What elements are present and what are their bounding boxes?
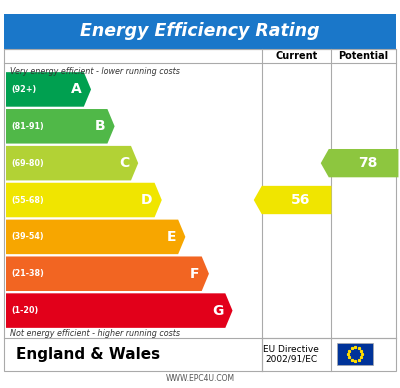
Text: G: G xyxy=(212,303,223,318)
Text: (55-68): (55-68) xyxy=(11,196,44,204)
Text: EU Directive: EU Directive xyxy=(263,345,319,354)
Polygon shape xyxy=(6,256,209,291)
Text: 78: 78 xyxy=(358,156,377,170)
Polygon shape xyxy=(6,220,185,254)
Text: A: A xyxy=(71,82,82,97)
Text: B: B xyxy=(95,119,106,133)
Text: 56: 56 xyxy=(291,193,310,207)
Text: Very energy efficient - lower running costs: Very energy efficient - lower running co… xyxy=(10,67,180,76)
Text: Potential: Potential xyxy=(338,51,389,61)
Polygon shape xyxy=(254,186,332,214)
Polygon shape xyxy=(6,109,115,144)
Bar xyxy=(337,343,373,365)
Text: Current: Current xyxy=(276,51,318,61)
Text: (81-91): (81-91) xyxy=(11,122,44,131)
Polygon shape xyxy=(6,293,232,328)
Text: England & Wales: England & Wales xyxy=(16,346,160,362)
Polygon shape xyxy=(6,146,138,180)
Text: WWW.EPC4U.COM: WWW.EPC4U.COM xyxy=(166,374,234,383)
Text: (92+): (92+) xyxy=(11,85,36,94)
Text: C: C xyxy=(119,156,129,170)
Text: (1-20): (1-20) xyxy=(11,306,38,315)
Text: (21-38): (21-38) xyxy=(11,269,44,278)
Polygon shape xyxy=(6,183,162,217)
Bar xyxy=(4,48,396,371)
Text: (69-80): (69-80) xyxy=(11,159,44,168)
Text: (39-54): (39-54) xyxy=(11,232,44,241)
Text: D: D xyxy=(141,193,152,207)
Text: 2002/91/EC: 2002/91/EC xyxy=(265,354,317,363)
Polygon shape xyxy=(6,72,91,107)
Text: Not energy efficient - higher running costs: Not energy efficient - higher running co… xyxy=(10,329,180,338)
Text: E: E xyxy=(167,230,176,244)
Polygon shape xyxy=(321,149,398,177)
Text: Energy Efficiency Rating: Energy Efficiency Rating xyxy=(80,22,320,40)
Bar xyxy=(4,14,396,48)
Text: F: F xyxy=(190,267,200,281)
